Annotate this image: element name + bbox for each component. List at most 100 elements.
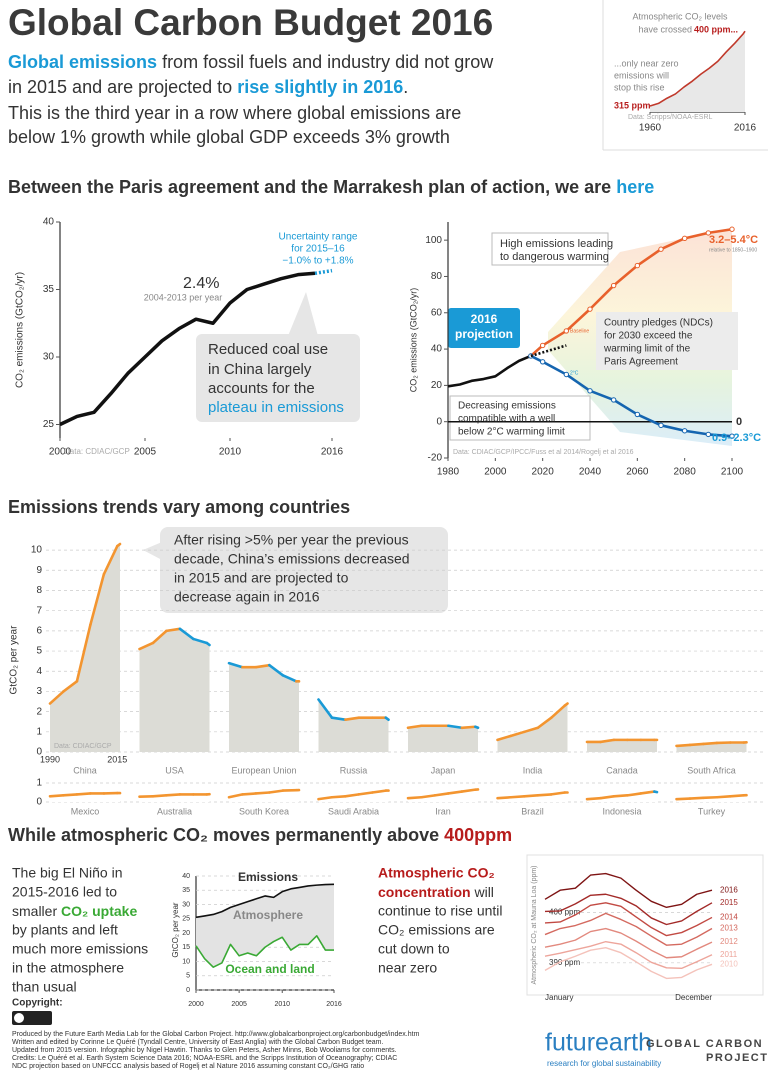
body-highlight: concentration xyxy=(378,884,471,900)
area xyxy=(650,31,745,112)
credit-line: Credits: Le Quéré et al. Earth System Sc… xyxy=(12,1055,397,1062)
line-segment xyxy=(317,698,334,719)
line-segment xyxy=(268,789,285,794)
line xyxy=(195,883,335,919)
annotation: in 2015 and are projected to xyxy=(174,570,349,586)
body-text: will xyxy=(473,884,493,900)
annotation: relative to 1850–1900 xyxy=(709,247,757,253)
annotation: Data: CDIAC/GCP xyxy=(54,743,112,750)
line-segment xyxy=(254,663,271,669)
country-label: Canada xyxy=(606,765,638,775)
x-tick-label: 2016 xyxy=(326,1001,342,1008)
x-tick-label: 2100 xyxy=(721,467,744,478)
annotation: After rising >5% per year the previous xyxy=(174,532,409,548)
intro-text: . xyxy=(403,77,408,97)
y-tick-label: 0 xyxy=(36,747,42,758)
line-segment xyxy=(151,629,168,645)
x-tick-label: 2040 xyxy=(579,467,602,478)
body-text: than usual xyxy=(12,979,77,995)
annotation: 0 xyxy=(736,416,742,428)
line xyxy=(649,30,746,107)
line-segment xyxy=(151,794,168,798)
annotation: decrease again in 2016 xyxy=(174,589,320,605)
y-tick-label: 1 xyxy=(36,726,42,737)
line-segment xyxy=(317,795,334,801)
country-label: Mexico xyxy=(71,806,100,816)
y-tick-label: 25 xyxy=(182,916,190,923)
country-label: India xyxy=(523,765,543,775)
area xyxy=(497,703,568,752)
x-tick-label: 2015 xyxy=(107,754,127,764)
annotation: 0.9–2.3°C xyxy=(712,432,761,444)
line-segment xyxy=(653,790,659,794)
line-segment xyxy=(75,623,92,683)
x-tick-label: 2010 xyxy=(274,1001,290,1008)
cc-badge-icon xyxy=(14,1013,24,1023)
annotation: 2°C xyxy=(570,370,579,376)
line-segment xyxy=(102,544,119,576)
annotation: to dangerous warming xyxy=(500,251,609,263)
line-segment xyxy=(460,788,477,793)
line-segment xyxy=(371,789,388,794)
annotation: Country pledges (NDCs) xyxy=(604,318,713,329)
area xyxy=(229,663,299,752)
line-segment xyxy=(241,792,258,796)
y-tick-label: 15 xyxy=(182,944,190,951)
annotation: Data: Scripps/NOAA-ESRL xyxy=(628,114,713,121)
intro-lead: Global emissions xyxy=(8,52,157,72)
annotation: Baseline xyxy=(570,328,589,334)
section-heading: While atmospheric CO₂ moves permanently … xyxy=(8,825,512,845)
line-segment xyxy=(62,680,79,693)
legend-label: 2016 xyxy=(720,885,738,894)
gcp-logo: PROJECT xyxy=(706,1052,768,1064)
country-label: Russia xyxy=(340,765,368,775)
annotation: 3.2–5.4°C xyxy=(709,234,758,246)
point xyxy=(563,371,570,378)
area xyxy=(196,884,334,968)
x-tick-label: 2000 xyxy=(49,447,72,458)
point xyxy=(587,306,593,312)
y-tick-label: 400 ppm xyxy=(549,908,580,917)
x-tick-label: 2060 xyxy=(626,467,649,478)
line-segment xyxy=(496,734,513,742)
point xyxy=(705,431,712,438)
x-tick-label: 2000 xyxy=(188,1001,204,1008)
point xyxy=(705,230,712,236)
line-segment xyxy=(599,738,616,744)
y-tick-label: 100 xyxy=(425,235,442,246)
y-tick-label: 20 xyxy=(182,930,190,937)
line-segment xyxy=(62,793,79,797)
line-segment xyxy=(344,793,361,798)
line xyxy=(195,935,334,968)
legend-label: 2010 xyxy=(720,959,738,968)
x-tick-label: 2000 xyxy=(484,467,507,478)
line-segment xyxy=(344,716,361,721)
callout-box xyxy=(596,312,738,370)
annotation: Data: CDIAC/GCP xyxy=(64,447,130,456)
line-segment xyxy=(384,716,390,721)
point xyxy=(539,359,546,365)
area xyxy=(229,790,299,802)
line-segment xyxy=(165,793,182,797)
line-segment xyxy=(420,794,437,799)
line-segment xyxy=(433,792,450,797)
x-tick-label: 1960 xyxy=(639,123,662,134)
x-tick-label: 1980 xyxy=(437,467,460,478)
point xyxy=(563,328,570,334)
line-segment xyxy=(474,725,480,730)
line-segment xyxy=(447,724,464,730)
legend-label: 2011 xyxy=(720,950,738,959)
intro-text: in 2015 and are projected to xyxy=(8,77,232,97)
y-tick-label: 0 xyxy=(436,416,442,427)
callout-box xyxy=(449,395,591,441)
line-segment xyxy=(116,542,122,548)
series-label: Emissions xyxy=(238,870,298,884)
y-tick-label: 20 xyxy=(431,380,443,391)
y-tick-label: 10 xyxy=(31,545,43,556)
line-segment xyxy=(599,794,616,800)
line-segment xyxy=(48,794,65,798)
country-label: Turkey xyxy=(698,806,726,816)
y-tick-label: 390 ppm xyxy=(549,958,580,967)
body-text: cut down to xyxy=(378,941,450,957)
annotation: 400 ppm... xyxy=(694,24,738,34)
